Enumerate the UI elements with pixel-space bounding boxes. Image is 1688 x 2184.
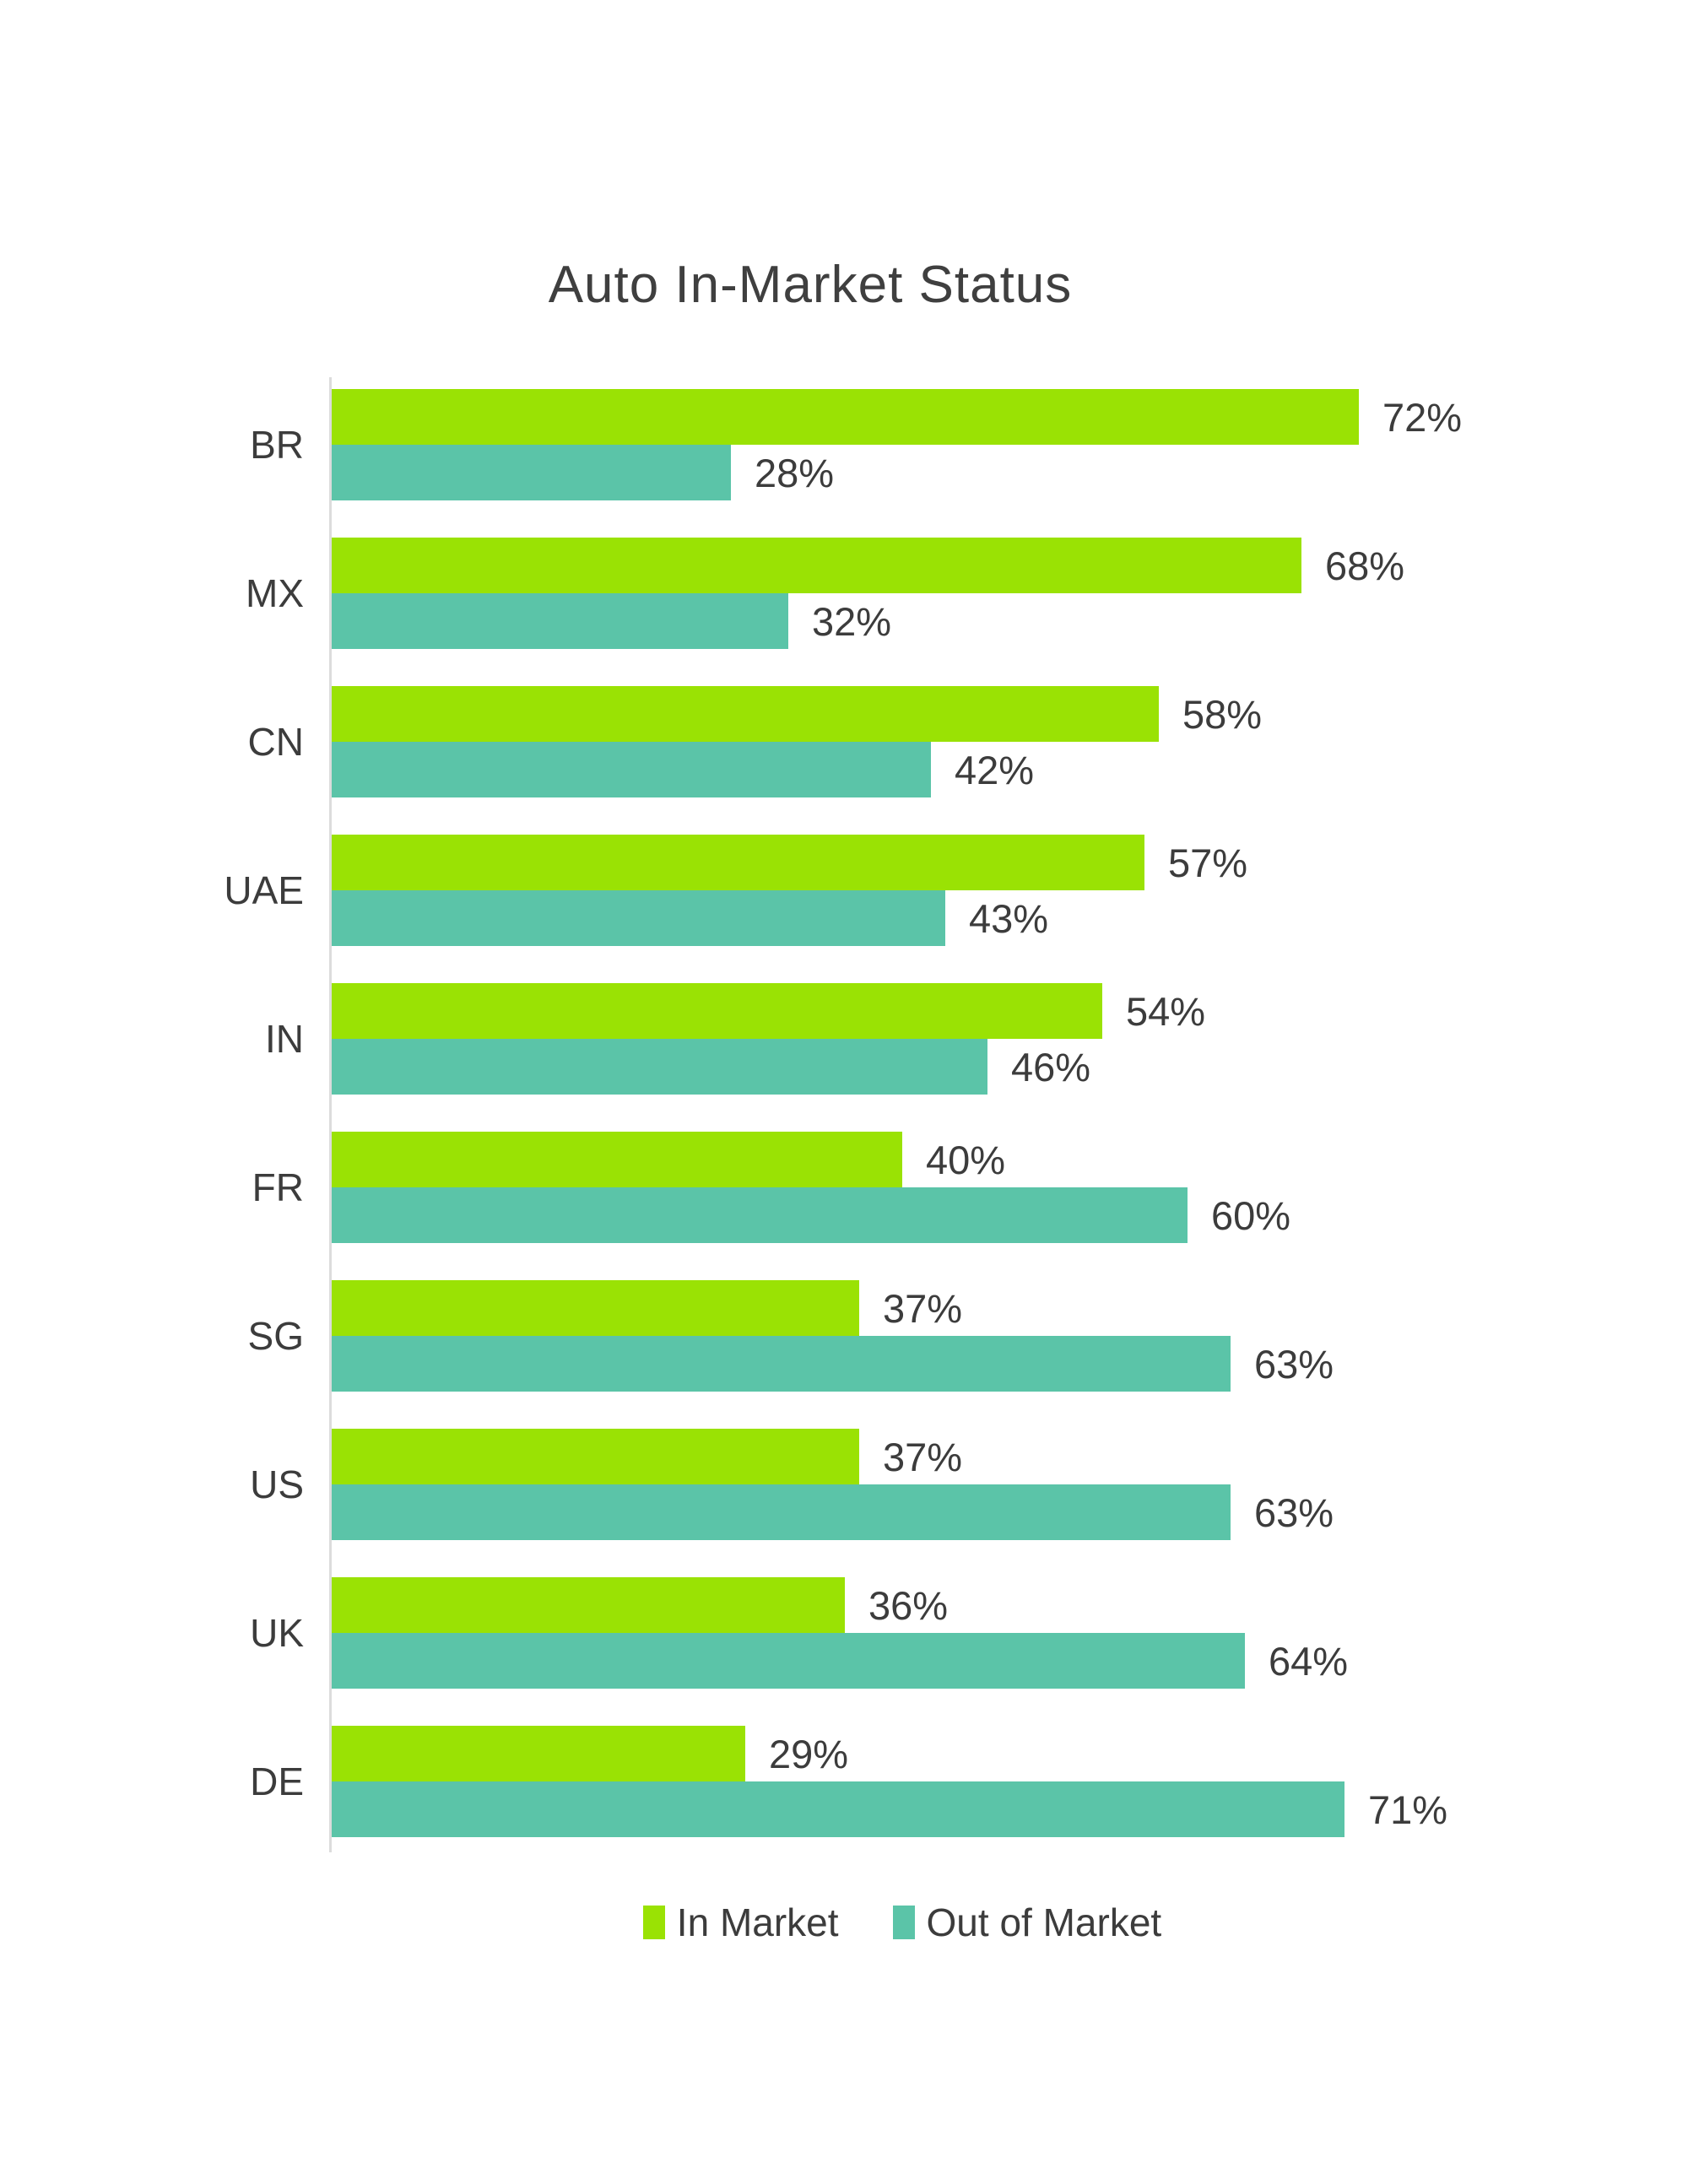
- bar-value-label-out-of-market-br: 28%: [755, 450, 835, 495]
- category-label-sg: SG: [247, 1314, 304, 1358]
- bar-value-label-out-of-market-cn: 42%: [955, 747, 1035, 792]
- bar-value-label-in-market-de: 29%: [769, 1731, 849, 1776]
- bar-in-market-sg: [332, 1280, 859, 1336]
- bar-in-market-de: [332, 1726, 745, 1781]
- bar-out-of-market-fr: [332, 1187, 1188, 1243]
- bar-value-label-out-of-market-uae: 43%: [969, 895, 1049, 941]
- bar-value-label-out-of-market-in: 46%: [1011, 1044, 1091, 1089]
- bar-value-label-out-of-market-sg: 63%: [1254, 1341, 1334, 1387]
- legend-swatch-in-market: [642, 1906, 665, 1939]
- chart-title: Auto In-Market Status: [548, 256, 1073, 314]
- bar-in-market-mx: [332, 538, 1301, 593]
- bar-out-of-market-us: [332, 1484, 1231, 1540]
- category-label-de: DE: [250, 1760, 304, 1803]
- bar-in-market-uae: [332, 835, 1144, 890]
- bar-out-of-market-br: [332, 445, 731, 500]
- bar-out-of-market-sg: [332, 1336, 1231, 1392]
- bar-in-market-us: [332, 1429, 859, 1484]
- category-label-br: BR: [250, 423, 304, 467]
- bar-out-of-market-in: [332, 1039, 987, 1095]
- bar-value-label-out-of-market-mx: 32%: [812, 598, 892, 644]
- bar-value-label-out-of-market-de: 71%: [1368, 1787, 1448, 1832]
- bar-value-label-in-market-cn: 58%: [1182, 691, 1263, 737]
- bar-value-label-out-of-market-us: 63%: [1254, 1489, 1334, 1535]
- legend-swatch-out-of-market: [892, 1906, 915, 1939]
- bar-value-label-in-market-fr: 40%: [926, 1137, 1006, 1182]
- bar-out-of-market-mx: [332, 593, 788, 649]
- category-label-mx: MX: [246, 571, 304, 615]
- bar-value-label-in-market-br: 72%: [1382, 394, 1463, 440]
- bar-value-label-in-market-in: 54%: [1126, 988, 1206, 1034]
- bar-value-label-in-market-us: 37%: [883, 1434, 963, 1479]
- category-label-cn: CN: [247, 720, 304, 764]
- bar-value-label-in-market-uae: 57%: [1168, 840, 1248, 885]
- bar-value-label-out-of-market-fr: 60%: [1211, 1192, 1291, 1238]
- bar-value-label-out-of-market-uk: 64%: [1269, 1638, 1349, 1684]
- category-label-in: IN: [265, 1017, 304, 1061]
- bar-value-label-in-market-uk: 36%: [868, 1582, 949, 1628]
- bar-value-label-in-market-mx: 68%: [1325, 543, 1405, 588]
- category-label-fr: FR: [252, 1165, 304, 1209]
- y-axis-line: [329, 377, 332, 1852]
- bar-in-market-br: [332, 389, 1359, 445]
- bar-in-market-fr: [332, 1132, 902, 1187]
- bar-in-market-cn: [332, 686, 1159, 742]
- category-label-uk: UK: [250, 1611, 304, 1655]
- category-label-us: US: [250, 1462, 304, 1506]
- category-label-uae: UAE: [224, 868, 304, 912]
- legend-label-out-of-market: Out of Market: [926, 1900, 1162, 1944]
- legend-label-in-market: In Market: [676, 1900, 839, 1944]
- legend-item-in-market: In Market: [642, 1900, 839, 1945]
- bar-in-market-uk: [332, 1577, 845, 1633]
- legend-item-out-of-market: Out of Market: [892, 1900, 1162, 1945]
- legend: In Market Out of Market: [332, 1897, 1473, 1948]
- bar-out-of-market-uae: [332, 890, 945, 946]
- bar-out-of-market-cn: [332, 742, 931, 797]
- bar-out-of-market-uk: [332, 1633, 1245, 1689]
- bar-value-label-in-market-sg: 37%: [883, 1285, 963, 1331]
- bar-in-market-in: [332, 983, 1102, 1039]
- bar-out-of-market-de: [332, 1781, 1344, 1837]
